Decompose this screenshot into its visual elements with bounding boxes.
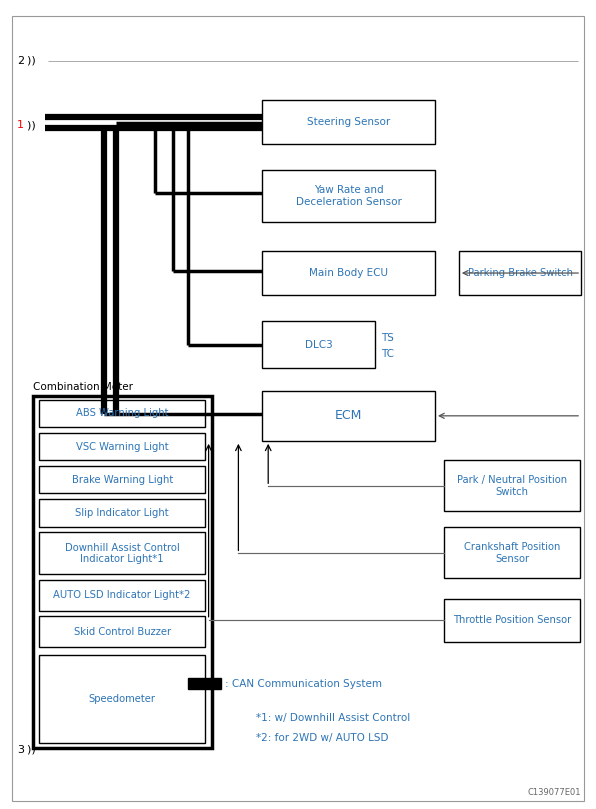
- Text: Downhill Assist Control
Indicator Light*1: Downhill Assist Control Indicator Light*…: [65, 543, 179, 564]
- FancyBboxPatch shape: [39, 400, 205, 427]
- Text: Parking Brake Switch: Parking Brake Switch: [467, 268, 573, 278]
- Text: )): )): [27, 745, 42, 755]
- Text: TS: TS: [381, 333, 395, 343]
- Bar: [188, 678, 221, 689]
- Text: Park / Neutral Position
Switch: Park / Neutral Position Switch: [457, 475, 567, 497]
- FancyBboxPatch shape: [444, 460, 580, 511]
- Text: ECM: ECM: [335, 409, 362, 422]
- FancyBboxPatch shape: [262, 391, 435, 441]
- Text: Brake Warning Light: Brake Warning Light: [72, 475, 173, 485]
- Text: )): )): [27, 56, 42, 66]
- Text: *2: for 2WD w/ AUTO LSD: *2: for 2WD w/ AUTO LSD: [256, 733, 389, 743]
- Text: Speedometer: Speedometer: [89, 694, 156, 704]
- Text: DLC3: DLC3: [305, 340, 333, 349]
- FancyBboxPatch shape: [33, 396, 212, 748]
- FancyBboxPatch shape: [262, 100, 435, 144]
- Text: VSC Warning Light: VSC Warning Light: [76, 442, 169, 451]
- FancyBboxPatch shape: [39, 499, 205, 527]
- Text: Skid Control Buzzer: Skid Control Buzzer: [74, 627, 170, 637]
- Text: Steering Sensor: Steering Sensor: [307, 116, 390, 127]
- FancyBboxPatch shape: [39, 616, 205, 647]
- Text: 2: 2: [17, 56, 24, 66]
- Text: Combination Meter: Combination Meter: [33, 382, 133, 392]
- Text: AUTO LSD Indicator Light*2: AUTO LSD Indicator Light*2: [54, 591, 191, 600]
- FancyBboxPatch shape: [39, 580, 205, 611]
- FancyBboxPatch shape: [262, 321, 375, 368]
- Text: 3: 3: [17, 745, 24, 755]
- FancyBboxPatch shape: [444, 599, 580, 642]
- FancyBboxPatch shape: [39, 655, 205, 743]
- Text: )): )): [27, 121, 42, 130]
- Text: 1: 1: [17, 121, 24, 130]
- Text: C139077E01: C139077E01: [527, 788, 581, 797]
- Text: *1: w/ Downhill Assist Control: *1: w/ Downhill Assist Control: [256, 714, 411, 723]
- FancyBboxPatch shape: [262, 251, 435, 295]
- FancyBboxPatch shape: [39, 466, 205, 493]
- Text: : CAN Communication System: : CAN Communication System: [225, 679, 382, 688]
- FancyBboxPatch shape: [459, 251, 581, 295]
- FancyBboxPatch shape: [262, 170, 435, 222]
- Text: Crankshaft Position
Sensor: Crankshaft Position Sensor: [464, 542, 560, 564]
- FancyBboxPatch shape: [39, 532, 205, 574]
- Text: Throttle Position Sensor: Throttle Position Sensor: [453, 615, 571, 625]
- Text: ABS Warning Light: ABS Warning Light: [76, 409, 169, 418]
- Text: Main Body ECU: Main Body ECU: [309, 268, 388, 278]
- Text: Yaw Rate and
Deceleration Sensor: Yaw Rate and Deceleration Sensor: [296, 185, 402, 207]
- FancyBboxPatch shape: [444, 527, 580, 578]
- Text: TC: TC: [381, 349, 395, 358]
- Text: Slip Indicator Light: Slip Indicator Light: [75, 508, 169, 518]
- FancyBboxPatch shape: [39, 433, 205, 460]
